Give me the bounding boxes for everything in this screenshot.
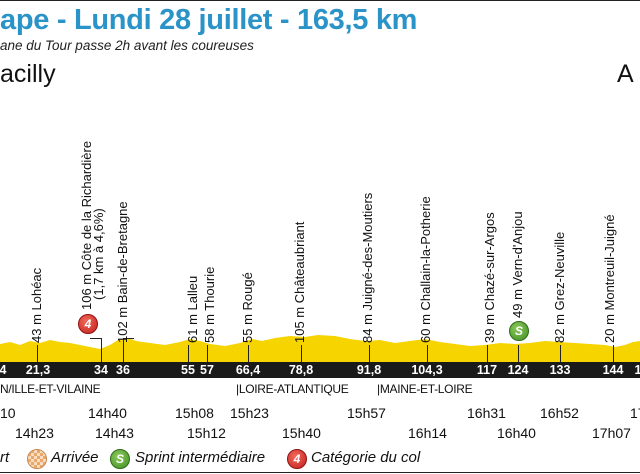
place-tick bbox=[369, 345, 370, 362]
sprint-icon: S bbox=[509, 321, 529, 341]
place-label: 60 m Challain-la-Potherie bbox=[418, 196, 433, 343]
place-label: 39 m Chazé-sur-Argos bbox=[482, 212, 497, 343]
km-marker: 117 bbox=[476, 363, 498, 377]
place-tick bbox=[487, 345, 488, 362]
pass-time: 15h23 bbox=[230, 405, 269, 421]
start-city: acilly bbox=[0, 60, 56, 88]
place-label: 102 m Bain-de-Bretagne bbox=[115, 201, 130, 343]
place-label: 20 m Montreuil-Juigné bbox=[602, 214, 617, 343]
place-tick bbox=[613, 345, 614, 362]
pass-time: 15h57 bbox=[347, 405, 386, 421]
place-tick bbox=[188, 345, 189, 362]
km-marker: 133 bbox=[549, 363, 571, 377]
pass-time: 16h14 bbox=[408, 425, 447, 441]
bottom-border bbox=[0, 472, 640, 473]
legend-sprint: Sprint intermédiaire bbox=[135, 449, 266, 466]
legend-arrivee: Arrivée bbox=[51, 449, 99, 466]
place-tick bbox=[560, 345, 561, 362]
pass-time: 16h52 bbox=[540, 405, 579, 421]
place-label: 49 m Vern-d'Anjou bbox=[510, 211, 525, 318]
end-city: A bbox=[617, 60, 634, 88]
place-label: 43 m Lohéac bbox=[29, 267, 44, 343]
km-marker: 36 bbox=[116, 363, 130, 377]
sprint-icon: S bbox=[110, 449, 130, 469]
km-bar bbox=[0, 362, 640, 378]
km-marker: 78,8 bbox=[288, 363, 314, 377]
pass-time: 16h40 bbox=[497, 425, 536, 441]
climb-category-4-icon: 4 bbox=[78, 314, 98, 334]
pass-time: 15h08 bbox=[175, 405, 214, 421]
km-marker: 4 bbox=[0, 363, 7, 377]
elevation-profile bbox=[0, 335, 640, 362]
place-tick bbox=[518, 345, 519, 362]
pass-time: 14h40 bbox=[88, 405, 127, 421]
pass-time: 15h40 bbox=[282, 425, 321, 441]
place-label: 58 m Thourie bbox=[202, 266, 217, 343]
km-marker: 57 bbox=[200, 363, 214, 377]
pass-time: 15h12 bbox=[187, 425, 226, 441]
place-tick bbox=[248, 345, 249, 362]
place-tick bbox=[427, 345, 428, 362]
km-marker: 144 bbox=[602, 363, 624, 377]
pass-time: 16h31 bbox=[467, 405, 506, 421]
department-ille-et-vilaine: N/ILLE-ET-VILAINE bbox=[0, 382, 101, 396]
place-tick bbox=[37, 345, 38, 362]
place-label: 84 m Juigné-des-Moutiers bbox=[360, 192, 375, 343]
km-marker: 124 bbox=[507, 363, 529, 377]
place-tick bbox=[301, 345, 302, 362]
place-tick bbox=[207, 345, 208, 362]
place-label: 61 m Lalleu bbox=[185, 275, 200, 343]
climb-category-icon: 4 bbox=[287, 449, 307, 469]
climb-detail-label: (1,7 km à 4,6%) bbox=[91, 208, 106, 300]
km-marker: 104,3 bbox=[411, 363, 443, 377]
place-tick bbox=[123, 338, 124, 362]
km-marker: 66,4 bbox=[235, 363, 261, 377]
pass-time: 17 bbox=[630, 405, 640, 421]
place-bracket bbox=[90, 338, 101, 339]
legend-climb: Catégorie du col bbox=[311, 449, 421, 466]
place-tick bbox=[101, 338, 102, 362]
stage-title: ape - Lundi 28 juillet - 163,5 km bbox=[0, 4, 418, 36]
km-marker: 91,8 bbox=[356, 363, 382, 377]
km-marker: 1 bbox=[634, 363, 640, 377]
km-marker: 34 bbox=[94, 363, 108, 377]
km-marker: 55 bbox=[181, 363, 195, 377]
department-loire-atlantique: |LOIRE-ATLANTIQUE bbox=[236, 382, 349, 396]
place-label: 82 m Grez-Neuville bbox=[552, 231, 567, 343]
km-marker: 21,3 bbox=[25, 363, 51, 377]
place-label: 55 m Rougé bbox=[240, 272, 255, 343]
pass-time: 14h43 bbox=[95, 425, 134, 441]
finish-flag-icon bbox=[27, 449, 47, 469]
elevation-area bbox=[0, 335, 640, 362]
stage-subtitle: ane du Tour passe 2h avant les coureuses bbox=[0, 38, 254, 53]
place-bracket bbox=[123, 338, 134, 339]
pass-time: 14h23 bbox=[15, 425, 54, 441]
department-maine-et-loire: |MAINE-ET-LOIRE bbox=[377, 382, 473, 396]
pass-time: 10 bbox=[0, 405, 16, 421]
top-border bbox=[0, 0, 640, 1]
legend-depart: rt bbox=[0, 449, 10, 466]
place-label: 105 m Châteaubriant bbox=[292, 221, 307, 343]
pass-time: 17h07 bbox=[592, 425, 631, 441]
